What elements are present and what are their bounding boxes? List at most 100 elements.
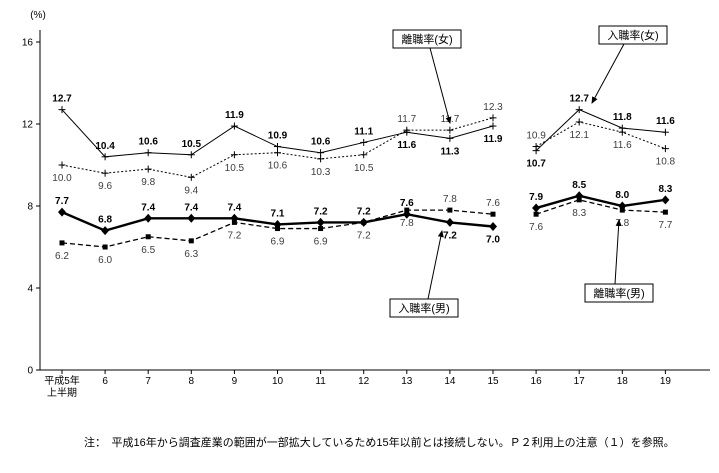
data-label: 7.2 bbox=[443, 230, 457, 241]
data-label: 12.7 bbox=[569, 94, 589, 105]
data-label: 6.8 bbox=[98, 215, 112, 226]
x-tick-label: 18 bbox=[617, 376, 629, 387]
square-marker-icon bbox=[447, 207, 453, 213]
data-label: 11.6 bbox=[656, 116, 675, 127]
square-marker-icon bbox=[404, 207, 410, 213]
y-tick-label: 0 bbox=[27, 366, 33, 377]
square-marker-icon bbox=[318, 226, 324, 232]
x-tick-label: 12 bbox=[358, 376, 370, 387]
series-line-1 bbox=[61, 117, 494, 178]
data-label: 11.9 bbox=[225, 110, 244, 121]
annotation-arrow bbox=[429, 47, 452, 124]
diamond-marker-icon bbox=[445, 217, 454, 227]
square-marker-icon bbox=[361, 219, 367, 225]
diamond-marker-icon bbox=[187, 213, 196, 223]
x-tick-label: 7 bbox=[145, 376, 151, 387]
square-marker-icon bbox=[102, 244, 108, 250]
data-label: 7.6 bbox=[400, 198, 414, 209]
data-label: 7.2 bbox=[314, 206, 328, 217]
data-label: 7.9 bbox=[529, 192, 543, 203]
data-label: 11.3 bbox=[440, 146, 459, 157]
data-label: 6.2 bbox=[55, 251, 69, 262]
data-label: 7.0 bbox=[486, 235, 500, 246]
annotation-box bbox=[598, 25, 668, 45]
data-label: 6.3 bbox=[184, 249, 198, 260]
data-label: 7.2 bbox=[357, 230, 371, 241]
series-line-1 bbox=[535, 121, 666, 150]
data-label: 8.3 bbox=[658, 184, 672, 195]
data-label: 10.3 bbox=[311, 167, 331, 178]
square-marker-icon bbox=[619, 207, 625, 213]
data-label: 10.9 bbox=[526, 131, 546, 142]
annotation-box bbox=[584, 283, 654, 303]
diamond-marker-icon bbox=[58, 207, 66, 217]
diamond-marker-icon bbox=[316, 217, 325, 227]
annotation-label: 離職率(男) bbox=[593, 286, 644, 300]
data-label: 10.0 bbox=[52, 173, 72, 184]
data-label: 9.6 bbox=[98, 181, 112, 192]
data-label: 12.3 bbox=[483, 102, 503, 113]
square-marker-icon bbox=[533, 211, 539, 217]
x-tick-label: 上半期 bbox=[47, 386, 77, 399]
data-label: 7.8 bbox=[400, 218, 414, 229]
data-label: 10.5 bbox=[354, 163, 374, 174]
square-marker-icon bbox=[188, 238, 194, 244]
diamond-marker-icon bbox=[144, 213, 153, 223]
data-label: 7.6 bbox=[529, 222, 543, 233]
data-label: 6.5 bbox=[141, 245, 155, 256]
diamond-marker-icon bbox=[489, 222, 497, 231]
square-marker-icon bbox=[59, 240, 65, 246]
square-marker-icon bbox=[145, 234, 151, 240]
x-tick-label: 17 bbox=[574, 376, 586, 387]
y-tick-label: 8 bbox=[27, 202, 33, 213]
data-label: 10.9 bbox=[268, 131, 288, 142]
x-tick-label: 15 bbox=[487, 376, 499, 387]
data-label: 6.9 bbox=[314, 237, 328, 248]
data-label: 7.8 bbox=[615, 218, 629, 229]
square-marker-icon bbox=[490, 211, 496, 217]
data-label: 7.7 bbox=[55, 196, 69, 207]
x-tick-label: 10 bbox=[272, 376, 284, 387]
series-line-3 bbox=[61, 209, 494, 248]
x-tick-label: 11 bbox=[315, 376, 326, 387]
data-label: 12.1 bbox=[569, 130, 589, 141]
series-line-3 bbox=[535, 199, 666, 215]
data-label: 10.6 bbox=[311, 137, 331, 148]
data-label: 7.8 bbox=[443, 194, 457, 205]
data-label: 10.8 bbox=[656, 157, 676, 168]
data-label: 9.4 bbox=[184, 185, 198, 196]
x-tick-label: 9 bbox=[232, 376, 238, 387]
y-tick-label: 16 bbox=[22, 38, 34, 49]
data-label: 7.6 bbox=[486, 198, 500, 209]
diamond-marker-icon bbox=[661, 195, 670, 205]
data-label: 11.6 bbox=[397, 140, 416, 151]
annotation-arrow bbox=[427, 230, 444, 300]
data-label: 7.1 bbox=[271, 208, 285, 219]
data-label: 10.5 bbox=[182, 139, 202, 150]
data-label: 9.8 bbox=[141, 177, 155, 188]
x-tick-label: 6 bbox=[102, 376, 108, 387]
data-label: 11.7 bbox=[441, 114, 460, 125]
data-label: 7.2 bbox=[227, 230, 241, 241]
data-label: 6.0 bbox=[98, 255, 112, 266]
square-marker-icon bbox=[275, 226, 280, 232]
x-tick-label: 13 bbox=[401, 376, 413, 387]
data-label: 7.2 bbox=[357, 206, 371, 217]
series-line-0 bbox=[535, 109, 666, 152]
x-tick-label: 平成5年 bbox=[44, 374, 80, 387]
data-label: 8.3 bbox=[572, 208, 586, 219]
series-line-2 bbox=[535, 194, 666, 210]
data-label: 7.4 bbox=[141, 202, 155, 213]
data-label: 7.7 bbox=[658, 220, 672, 231]
data-label: 6.9 bbox=[271, 237, 285, 248]
annotation-label: 離職率(女) bbox=[401, 32, 452, 46]
x-tick-label: 8 bbox=[189, 376, 195, 387]
x-tick-label: 16 bbox=[531, 376, 543, 387]
data-label: 10.5 bbox=[225, 163, 245, 174]
square-marker-icon bbox=[576, 197, 582, 203]
square-marker-icon bbox=[662, 209, 668, 215]
data-label: 11.8 bbox=[613, 112, 632, 123]
x-tick-label: 19 bbox=[660, 376, 672, 387]
